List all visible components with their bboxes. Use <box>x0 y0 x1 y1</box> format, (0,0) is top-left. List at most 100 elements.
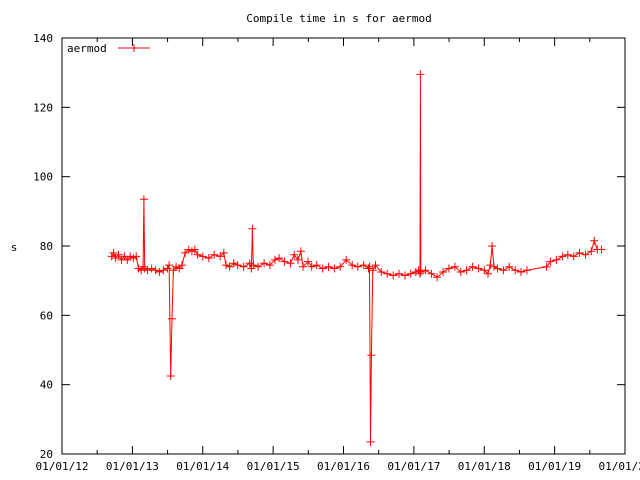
data-point <box>499 266 508 275</box>
chart-title: Compile time in s for aermod <box>246 12 431 25</box>
data-point <box>474 264 483 273</box>
data-point <box>368 266 377 275</box>
data-point <box>248 224 257 233</box>
data-point <box>395 269 403 278</box>
data-point <box>181 248 190 257</box>
legend-marker <box>130 44 138 52</box>
x-tick-label: 01/01/19 <box>528 460 581 473</box>
data-point <box>222 261 230 270</box>
data-point <box>151 266 160 275</box>
data-point <box>401 271 409 280</box>
data-point <box>143 266 152 275</box>
data-point <box>522 266 531 275</box>
y-tick-label: 140 <box>33 32 53 45</box>
x-tick-label: 01/01/16 <box>317 460 370 473</box>
data-point <box>260 259 269 268</box>
data-point <box>132 252 141 261</box>
data-point <box>296 247 305 256</box>
data-point <box>166 372 175 380</box>
data-point <box>597 245 606 254</box>
plot-frame <box>61 37 626 455</box>
y-tick-label: 100 <box>33 171 53 184</box>
data-point <box>193 250 202 259</box>
data-point <box>318 264 327 273</box>
y-axis-label: s <box>11 241 18 254</box>
y-axis: 20 40 60 80 100 120 140 <box>33 32 625 461</box>
data-point <box>546 257 555 266</box>
data-point <box>366 437 375 446</box>
data-point <box>552 255 561 264</box>
data-point <box>139 195 148 204</box>
data-point <box>490 262 498 271</box>
data-point <box>406 269 415 278</box>
data-point <box>312 261 321 270</box>
data-point <box>233 261 242 270</box>
data-point <box>558 252 567 261</box>
data-point <box>247 264 256 273</box>
y-tick-label: 120 <box>33 101 53 114</box>
data-point <box>275 254 284 263</box>
data-point <box>204 254 213 263</box>
data-point <box>163 264 172 273</box>
data-point <box>290 250 299 259</box>
data-point <box>462 266 471 275</box>
data-point <box>219 248 228 257</box>
data-point <box>307 262 316 271</box>
y-tick-label: 80 <box>40 240 53 253</box>
data-point <box>581 250 590 259</box>
data-point <box>444 264 453 273</box>
data-point <box>114 250 123 259</box>
data-point <box>239 262 248 271</box>
data-point <box>147 264 156 273</box>
data-point <box>480 266 489 275</box>
data-point <box>190 245 199 254</box>
x-tick-label: 01/01/12 <box>36 460 89 473</box>
data-point <box>365 262 374 271</box>
data-point <box>225 262 234 271</box>
data-point <box>421 266 430 275</box>
data-point <box>590 236 599 245</box>
data-point <box>587 247 596 256</box>
data-point <box>359 261 368 270</box>
data-point <box>165 261 174 270</box>
data-point <box>371 261 380 270</box>
y-tick-label: 40 <box>40 379 53 392</box>
data-point <box>299 262 307 271</box>
data-point <box>542 262 551 271</box>
data-point <box>216 252 225 261</box>
data-point <box>505 262 514 271</box>
data-point <box>563 250 572 259</box>
data-point <box>416 70 425 79</box>
data-point <box>433 273 442 282</box>
data-point <box>468 262 477 271</box>
data-point <box>486 261 495 270</box>
x-tick-label: 01/01/17 <box>387 460 440 473</box>
data-point <box>280 257 289 266</box>
legend: aermod <box>67 42 150 55</box>
data-point <box>178 261 186 270</box>
data-point <box>109 248 118 257</box>
data-point <box>511 266 520 275</box>
data-point <box>294 255 302 264</box>
data-point <box>229 259 238 268</box>
data-point <box>249 261 258 270</box>
data-point <box>377 268 386 276</box>
data-point <box>107 252 116 261</box>
series-layer <box>107 70 606 446</box>
data-point <box>389 271 398 280</box>
x-tick-label: 01/01/20 <box>599 460 640 473</box>
data-point <box>286 259 295 268</box>
data-point <box>484 269 492 278</box>
data-point <box>493 264 502 273</box>
data-point <box>265 261 274 270</box>
data-point <box>245 259 254 268</box>
data-point <box>139 262 148 271</box>
data-point <box>254 262 263 271</box>
data-point <box>348 261 357 270</box>
data-point <box>439 268 448 276</box>
data-point <box>353 262 362 271</box>
data-point <box>198 252 207 261</box>
data-point <box>270 255 279 264</box>
data-point <box>159 266 168 275</box>
